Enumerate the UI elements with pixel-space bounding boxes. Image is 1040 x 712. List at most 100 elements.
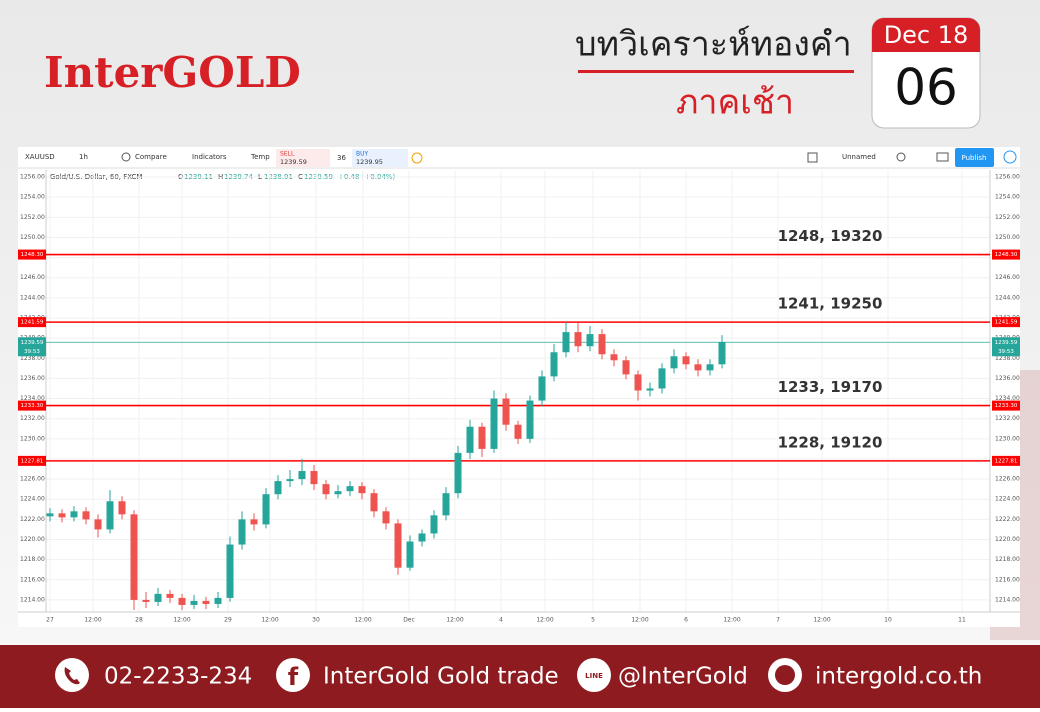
candle-body — [574, 332, 582, 347]
y-tick-label: 1236.00 — [995, 375, 1020, 382]
snapshot-icon[interactable] — [936, 152, 949, 162]
candle-body — [358, 486, 366, 494]
buy-box[interactable] — [352, 149, 408, 167]
candle-body — [634, 374, 642, 391]
candle-body — [82, 511, 90, 520]
x-tick-label: 12:00 — [261, 617, 278, 624]
layout-name[interactable]: Unnamed — [842, 153, 876, 161]
y-tick-label: 1226.00 — [20, 476, 45, 483]
x-tick-label: 6 — [684, 617, 688, 624]
y-tick-label: 1222.00 — [20, 516, 45, 523]
calendar: Dec 18 06 — [871, 17, 981, 129]
y-tick-label: 1218.00 — [20, 556, 45, 563]
price-timer: 39:53 — [24, 349, 40, 355]
level-tag-label: 1248.30 — [995, 252, 1018, 258]
candle-body — [406, 541, 414, 568]
y-tick-label: 1230.00 — [995, 435, 1020, 442]
y-tick-label: 1244.00 — [995, 294, 1020, 301]
y-tick-label: 1252.00 — [995, 214, 1020, 221]
level-tag — [18, 317, 46, 328]
level-tag — [992, 317, 1020, 328]
plot: 1214.00 1214.00 1216.00 1216.00 1218.00 1218.… — [18, 170, 1020, 624]
y-tick-label: 1216.00 — [20, 576, 45, 583]
indicators-button[interactable]: Indicators — [192, 153, 227, 161]
candle-body — [586, 334, 594, 347]
level-tag — [18, 455, 46, 466]
y-tick-label: 1250.00 — [20, 234, 45, 241]
candle-body — [94, 519, 102, 530]
candle-body — [622, 360, 630, 375]
subtitle: ภาคเช้า — [676, 83, 794, 123]
publish-button[interactable] — [955, 148, 994, 167]
play-icon[interactable] — [1003, 150, 1017, 164]
candle-body — [46, 513, 54, 517]
x-tick-label: Dec — [403, 617, 415, 624]
templates-button[interactable]: Temp — [250, 153, 270, 161]
level-tag-label: 1233.30 — [995, 403, 1018, 409]
candle-body — [130, 514, 138, 600]
candle-body — [490, 398, 498, 449]
sell-label: SELL — [280, 151, 295, 158]
candle-body — [142, 599, 150, 602]
y-tick-label: 1234.00 — [20, 395, 45, 402]
level-tag-label: 1233.30 — [21, 403, 44, 409]
phone: 02-2233-234 — [104, 664, 252, 690]
y-tick-label: 1220.00 — [20, 536, 45, 543]
globe-glyph — [775, 665, 795, 685]
candle-body — [502, 398, 510, 425]
candle-body — [238, 519, 246, 545]
candle-body — [226, 544, 234, 598]
x-tick-label: 11 — [958, 617, 966, 624]
y-tick-label: 1234.00 — [995, 395, 1020, 402]
compare-button[interactable]: Compare — [135, 153, 167, 161]
x-tick-label: 4 — [499, 617, 503, 624]
x-tick-label: 27 — [46, 617, 54, 624]
select-icon[interactable] — [807, 152, 818, 163]
y-tick-label: 1224.00 — [995, 496, 1020, 503]
level-tag — [992, 455, 1020, 466]
price-tag-label: 1239.59 — [21, 340, 44, 346]
x-tick-label: 28 — [135, 617, 143, 624]
buy-label: BUY — [356, 151, 369, 158]
candle-body — [694, 364, 702, 371]
y-tick-label: 1252.00 — [20, 214, 45, 221]
candle-body — [670, 356, 678, 369]
level-tag-label: 1241.59 — [21, 320, 44, 326]
candle-body — [478, 426, 486, 449]
y-tick-label: 1218.00 — [995, 556, 1020, 563]
symbol[interactable]: XAUUSD — [25, 153, 55, 161]
y-tick-label: 1232.00 — [20, 415, 45, 422]
candle-body — [190, 600, 198, 605]
calendar-day: 06 — [894, 59, 958, 117]
price-timer: 39:53 — [998, 349, 1014, 355]
y-tick-label: 1254.00 — [995, 194, 1020, 201]
level-tag — [992, 400, 1020, 411]
y-tick-label: 1214.00 — [20, 596, 45, 603]
candle-body — [526, 400, 534, 439]
candle-body — [334, 491, 342, 495]
facebook-glyph: f — [288, 663, 299, 691]
candle-body — [430, 515, 438, 534]
line-icon — [577, 658, 611, 692]
x-tick-label: 29 — [224, 617, 232, 624]
y-tick-label: 1238.00 — [995, 355, 1020, 362]
y-tick-label: 1256.00 — [20, 174, 45, 181]
price-tag — [992, 337, 1020, 357]
y-tick-label: 1230.00 — [20, 435, 45, 442]
x-tick-label: 10 — [884, 617, 892, 624]
y-tick-label: 1256.00 — [995, 174, 1020, 181]
candle-body — [250, 519, 258, 525]
info-icon[interactable] — [411, 152, 423, 164]
candle-body — [394, 523, 402, 568]
y-tick-label: 1238.00 — [20, 355, 45, 362]
line-id: @InterGold — [618, 664, 748, 690]
sell-box[interactable] — [276, 149, 330, 167]
sell-price: 1239.59 — [280, 158, 307, 166]
candle-body — [646, 388, 654, 391]
phone-glyph — [64, 667, 80, 685]
interval[interactable]: 1h — [79, 153, 88, 161]
y-tick-label: 1250.00 — [995, 234, 1020, 241]
candle-body — [382, 511, 390, 524]
settings-icon[interactable] — [896, 152, 906, 162]
